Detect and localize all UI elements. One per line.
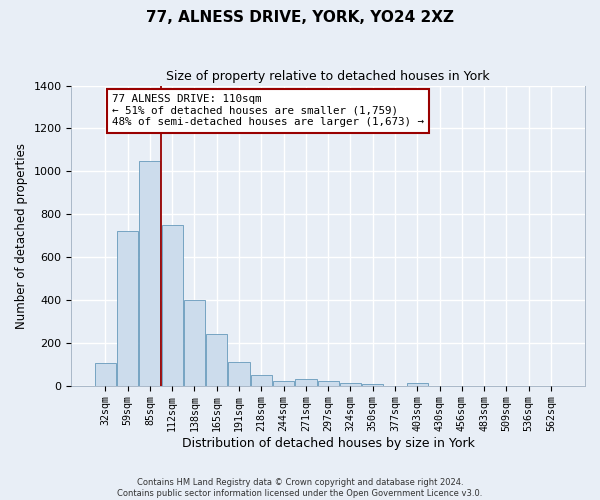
Bar — [117, 232, 138, 386]
Bar — [362, 384, 383, 386]
Text: 77, ALNESS DRIVE, YORK, YO24 2XZ: 77, ALNESS DRIVE, YORK, YO24 2XZ — [146, 10, 454, 25]
Bar — [229, 362, 250, 386]
Bar — [317, 381, 339, 386]
Bar — [184, 300, 205, 386]
Text: 77 ALNESS DRIVE: 110sqm
← 51% of detached houses are smaller (1,759)
48% of semi: 77 ALNESS DRIVE: 110sqm ← 51% of detache… — [112, 94, 424, 128]
Text: Contains HM Land Registry data © Crown copyright and database right 2024.
Contai: Contains HM Land Registry data © Crown c… — [118, 478, 482, 498]
Bar — [95, 363, 116, 386]
Bar — [340, 382, 361, 386]
Title: Size of property relative to detached houses in York: Size of property relative to detached ho… — [166, 70, 490, 83]
Bar — [161, 225, 183, 386]
X-axis label: Distribution of detached houses by size in York: Distribution of detached houses by size … — [182, 437, 475, 450]
Bar — [273, 381, 294, 386]
Bar — [295, 380, 317, 386]
Bar — [407, 383, 428, 386]
Bar — [206, 334, 227, 386]
Bar — [139, 160, 160, 386]
Bar — [251, 376, 272, 386]
Y-axis label: Number of detached properties: Number of detached properties — [15, 142, 28, 328]
